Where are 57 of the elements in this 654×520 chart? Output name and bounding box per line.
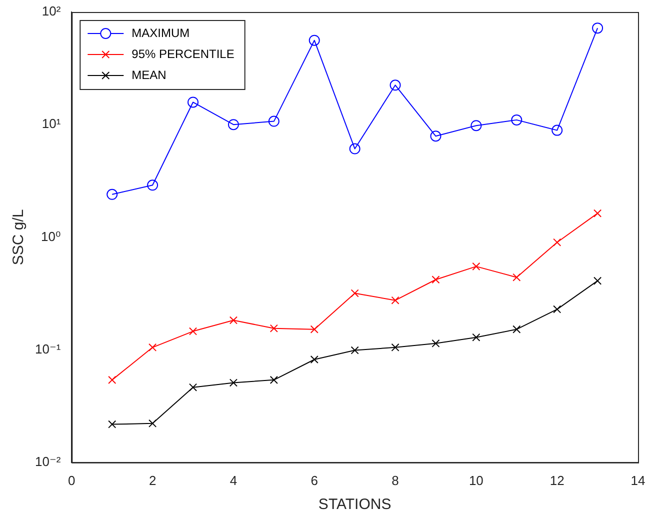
- legend-label: 95% PERCENTILE: [132, 46, 234, 61]
- point: [472, 262, 480, 270]
- point: [553, 305, 562, 314]
- point: [552, 124, 563, 136]
- y-tick-label: 10⁻²: [34, 454, 62, 469]
- point: [270, 376, 278, 384]
- x-axis-title: STATIONS: [318, 496, 392, 514]
- y-axis-title: SSC g/L: [10, 209, 28, 266]
- point: [270, 324, 278, 332]
- legend-label: MAXIMUM: [132, 26, 190, 40]
- point: [188, 327, 198, 336]
- x-tick-label: 14: [630, 472, 646, 488]
- point: [350, 346, 359, 354]
- point: [432, 276, 440, 284]
- point: [148, 419, 157, 428]
- point: [148, 343, 157, 352]
- point: [470, 120, 482, 132]
- point: [512, 273, 521, 282]
- x-tick-label: 2: [148, 472, 156, 488]
- y-tick-label: 10⁻¹: [34, 341, 62, 356]
- point: [229, 378, 238, 387]
- point: [308, 34, 320, 46]
- x-tick-label: 0: [68, 472, 76, 488]
- point: [594, 209, 602, 218]
- point: [310, 355, 318, 364]
- point: [350, 289, 359, 298]
- point: [391, 296, 400, 304]
- point: [268, 116, 280, 127]
- point: [472, 333, 480, 342]
- y-tick-label: 10²: [42, 4, 62, 19]
- point: [108, 376, 116, 384]
- point: [511, 114, 522, 126]
- point: [430, 130, 442, 142]
- point: [592, 22, 604, 34]
- point: [553, 238, 562, 246]
- point: [349, 143, 360, 154]
- point: [310, 325, 318, 334]
- point: [108, 420, 116, 428]
- point: [188, 96, 199, 108]
- point: [390, 80, 401, 91]
- point: [391, 343, 400, 352]
- point: [432, 339, 440, 348]
- point: [512, 325, 521, 334]
- y-tick-label: 10¹: [42, 116, 62, 132]
- point: [228, 119, 239, 130]
- x-tick-label: 12: [550, 472, 564, 488]
- x-tick-label: 10: [468, 472, 484, 488]
- point: [229, 316, 238, 324]
- legend-label: MEAN: [132, 68, 166, 82]
- x-tick-label: 6: [310, 472, 318, 488]
- x-tick-label: 8: [392, 472, 399, 488]
- point: [147, 180, 158, 191]
- point: [594, 276, 602, 285]
- x-tick-label: 4: [230, 472, 238, 488]
- point: [188, 383, 198, 392]
- y-tick-label: 10⁰: [40, 228, 61, 244]
- point: [106, 188, 118, 200]
